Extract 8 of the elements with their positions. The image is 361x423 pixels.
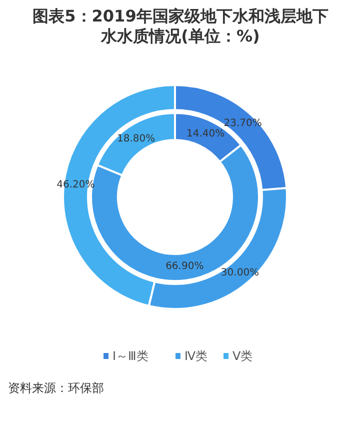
legend-label: Ⅰ～Ⅲ类	[112, 349, 148, 363]
data-label: 14.40%	[186, 128, 225, 140]
text: 资料来源：环保部	[8, 381, 104, 395]
data-label: 18.80%	[116, 133, 156, 144]
legend-label: Ⅳ类	[184, 349, 208, 363]
data-label: 66.90%	[166, 260, 204, 272]
chart-title: 图表5：2019年国家级地下水和浅层地下水水质情况(单位：%)	[32, 6, 328, 46]
legend-label: Ⅴ类	[232, 349, 253, 363]
